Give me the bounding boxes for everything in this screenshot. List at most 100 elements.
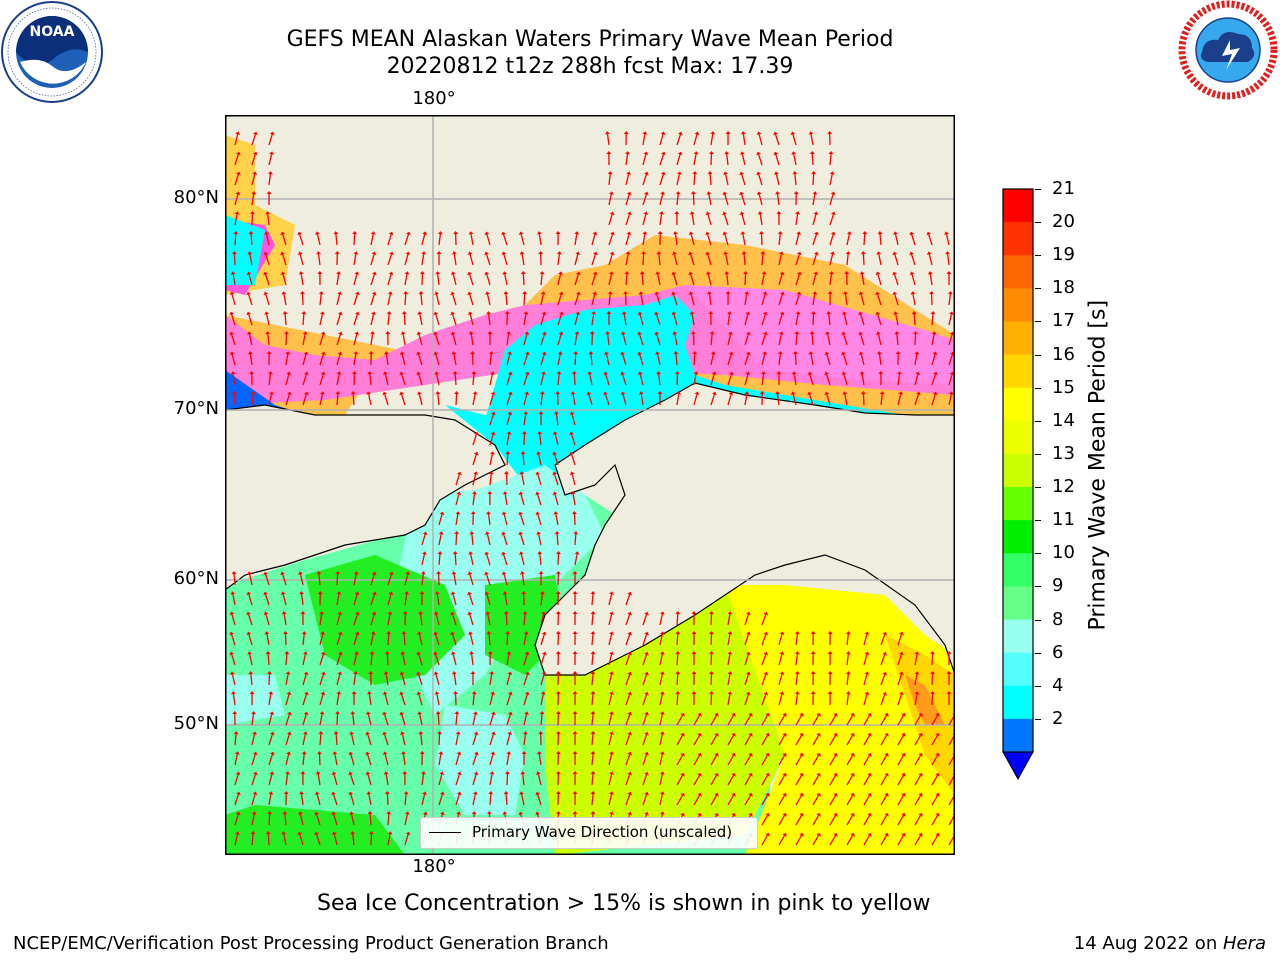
wave-arrow-shaft [248,634,253,646]
wave-arrow-shaft [894,234,899,246]
wave-arrow-head [656,371,662,375]
wave-arrow-head [537,551,543,555]
wave-arrow-shaft [557,373,560,386]
wave-arrow-shaft [690,234,695,246]
wave-arrow-shaft [571,474,576,486]
wave-arrow-head [935,772,940,777]
wave-arrow-shaft [676,613,679,626]
wave-arrow-head [388,591,394,596]
wave-arrow-shaft [251,134,256,146]
wave-arrow-shaft [709,173,712,186]
wave-arrow-shaft [843,374,848,386]
wave-arrow-head [813,271,819,275]
wave-arrow-head [575,311,581,316]
wave-arrow-head [659,791,665,795]
colorbar [1002,188,1034,781]
wave-arrow-head [609,591,614,595]
wave-arrow-shaft [880,694,886,706]
wave-arrow-head [433,331,438,336]
wave-arrow-shaft [469,614,474,626]
wave-arrow-head [948,391,954,395]
wave-arrow-head [467,251,473,256]
wave-arrow-shaft [319,654,324,666]
wave-arrow-shaft [897,795,905,806]
wave-arrow-shaft [795,294,800,306]
wave-arrow-shaft [455,734,459,746]
wave-arrow-head [867,792,872,797]
wave-arrow-head [229,331,235,336]
wave-arrow-shaft [605,374,610,386]
wave-arrow-head [745,371,751,376]
wave-arrow-shaft [897,694,902,706]
colorbar-tick-label: 15 [1052,376,1075,398]
wave-arrow-shaft [710,354,714,366]
wave-arrow-head [331,831,337,835]
wave-arrow-head [434,591,440,595]
wave-arrow-head [535,491,540,496]
wave-arrow-shaft [234,233,237,246]
wave-arrow-head [918,712,923,717]
colorbar-segment [1003,321,1033,356]
wave-arrow-shaft [572,494,576,506]
wave-arrow-shaft [591,294,596,306]
wave-arrow-shaft [336,614,341,626]
wave-arrow-head [777,351,783,355]
wave-arrow-shaft [727,394,732,406]
wave-arrow-shaft [438,754,442,766]
wave-arrow-head [590,631,596,635]
wave-arrow-head [807,391,813,396]
wave-arrow-head [365,751,370,756]
wave-arrow-head [539,591,545,595]
wave-arrow-shaft [948,354,954,366]
wave-arrow-head [627,751,632,756]
wave-arrow-head [884,752,889,757]
wave-arrow-head [303,351,309,356]
wave-arrow-head [370,231,376,235]
wave-arrow-head [505,451,511,455]
wave-arrow-head [882,651,888,656]
wave-arrow-shaft [234,733,237,746]
wave-arrow-head [680,772,685,777]
wave-arrow-shaft [502,234,508,246]
wave-arrow-shaft [761,354,766,366]
wave-arrow-head [437,231,443,235]
wave-arrow-head [249,371,255,375]
wave-arrow-head [337,311,343,316]
wave-arrow-head [790,131,796,136]
wave-arrow-head [555,631,561,635]
wave-arrow-head [416,391,422,395]
colorbar-tick-mark [1035,387,1041,389]
wave-arrow-head [453,231,459,235]
wave-arrow-shaft [539,553,542,566]
wave-arrow-head [573,531,579,535]
wave-arrow-head [248,671,254,675]
wave-arrow-shaft [877,334,882,346]
wave-arrow-head [283,791,289,795]
wave-arrow-shaft [897,674,902,686]
wave-arrow-shaft [897,715,905,726]
wave-arrow-shaft [659,634,663,646]
wave-arrow-head [697,752,702,757]
wave-arrow-head [799,792,804,797]
wave-arrow-shaft [472,694,475,706]
wave-arrow-shaft [608,194,612,206]
wave-arrow-head [267,811,273,815]
wave-arrow-shaft [778,654,783,666]
wave-arrow-head [827,131,833,135]
wave-arrow-head [249,211,255,215]
wave-arrow-head [555,691,561,695]
wave-arrow-head [727,651,733,655]
wave-arrow-shaft [846,253,849,266]
wave-arrow-head [884,812,889,817]
wave-arrow-head [935,732,940,737]
wave-arrow-shaft [299,574,304,586]
wave-arrow-head [731,732,736,737]
wave-arrow-head [232,711,238,715]
wave-arrow-head [284,331,290,335]
wave-arrow-shaft [505,613,508,626]
wave-arrow-shaft [523,334,528,346]
wave-arrow-head [590,711,596,715]
wave-arrow-head [659,651,665,655]
lat-label-70: 70°N [173,398,219,419]
wave-arrow-shaft [230,634,236,646]
